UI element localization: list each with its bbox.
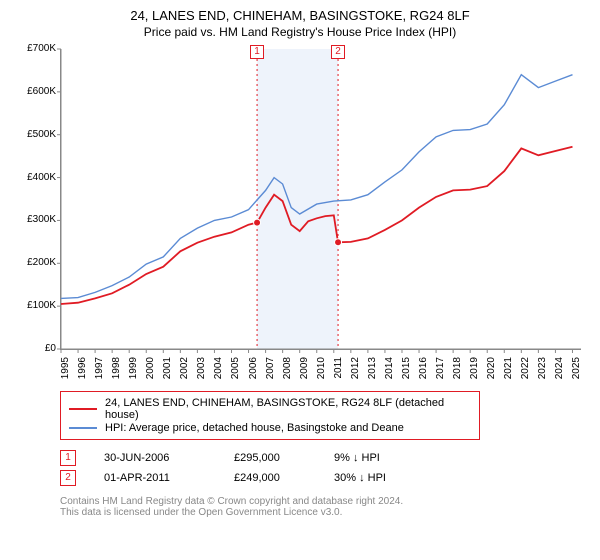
y-tick-label: £100K: [12, 300, 56, 311]
x-tick-label: 2001: [162, 357, 173, 383]
x-tick-label: 2015: [401, 357, 412, 383]
x-tick-label: 2019: [469, 357, 480, 383]
transaction-price: £249,000: [234, 472, 334, 484]
x-tick-label: 2010: [316, 357, 327, 383]
x-tick-label: 2000: [145, 357, 156, 383]
y-tick-label: £700K: [12, 43, 56, 54]
legend-label: 24, LANES END, CHINEHAM, BASINGSTOKE, RG…: [105, 397, 471, 421]
transaction-date: 01-APR-2011: [104, 472, 234, 484]
y-tick-label: £200K: [12, 257, 56, 268]
y-tick-label: £400K: [12, 172, 56, 183]
x-tick-label: 2016: [418, 357, 429, 383]
x-tick-label: 2008: [282, 357, 293, 383]
footer-line-1: Contains HM Land Registry data © Crown c…: [60, 496, 588, 507]
x-tick-label: 2009: [299, 357, 310, 383]
x-tick-label: 2007: [265, 357, 276, 383]
plot-region: [60, 49, 581, 350]
x-tick-label: 2005: [230, 357, 241, 383]
transaction-marker: 2: [60, 470, 76, 486]
legend-item: 24, LANES END, CHINEHAM, BASINGSTOKE, RG…: [69, 397, 471, 421]
x-tick-label: 2013: [367, 357, 378, 383]
x-tick-label: 2020: [486, 357, 497, 383]
transaction-marker: 1: [60, 450, 76, 466]
sale-marker-2: 2: [331, 45, 345, 59]
x-tick-label: 1998: [111, 357, 122, 383]
transaction-diff: 9% ↓ HPI: [334, 452, 380, 464]
x-tick-label: 2011: [333, 357, 344, 383]
x-tick-label: 1996: [77, 357, 88, 383]
legend-item: HPI: Average price, detached house, Basi…: [69, 422, 471, 434]
x-tick-label: 2021: [503, 357, 514, 383]
footer-line-2: This data is licensed under the Open Gov…: [60, 507, 588, 518]
x-tick-label: 2023: [537, 357, 548, 383]
x-tick-label: 1999: [128, 357, 139, 383]
transaction-date: 30-JUN-2006: [104, 452, 234, 464]
plot-svg: [61, 49, 581, 349]
transaction-row: 2 01-APR-2011£249,00030% ↓ HPI: [60, 470, 588, 486]
y-tick-label: £300K: [12, 214, 56, 225]
legend-swatch: [69, 408, 97, 410]
legend-swatch: [69, 427, 97, 429]
x-tick-label: 1997: [94, 357, 105, 383]
sale-marker-1: 1: [250, 45, 264, 59]
x-tick-label: 2014: [384, 357, 395, 383]
transaction-diff: 30% ↓ HPI: [334, 472, 386, 484]
transaction-price: £295,000: [234, 452, 334, 464]
footer: Contains HM Land Registry data © Crown c…: [60, 496, 588, 518]
x-tick-label: 2018: [452, 357, 463, 383]
x-tick-label: 2002: [179, 357, 190, 383]
x-tick-label: 2003: [196, 357, 207, 383]
page-title: 24, LANES END, CHINEHAM, BASINGSTOKE, RG…: [12, 8, 588, 23]
x-tick-label: 2022: [520, 357, 531, 383]
y-tick-label: £600K: [12, 86, 56, 97]
y-tick-label: £500K: [12, 129, 56, 140]
legend-box: 24, LANES END, CHINEHAM, BASINGSTOKE, RG…: [60, 391, 480, 440]
legend-label: HPI: Average price, detached house, Basi…: [105, 422, 404, 434]
page-subtitle: Price paid vs. HM Land Registry's House …: [12, 25, 588, 39]
x-tick-label: 2004: [213, 357, 224, 383]
x-tick-label: 2025: [571, 357, 582, 383]
transaction-row: 1 30-JUN-2006£295,0009% ↓ HPI: [60, 450, 588, 466]
chart-area: 1 2 £0 £100K £200K £300K £400K £500K £600K £700K 1…: [12, 45, 588, 385]
x-tick-label: 2017: [435, 357, 446, 383]
y-tick-label: £0: [12, 343, 56, 354]
x-tick-label: 1995: [60, 357, 71, 383]
x-tick-label: 2006: [248, 357, 259, 383]
x-tick-label: 2024: [554, 357, 565, 383]
transactions-list: 1 30-JUN-2006£295,0009% ↓ HPI 2 01-APR-2011…: [60, 450, 588, 486]
x-tick-label: 2012: [350, 357, 361, 383]
